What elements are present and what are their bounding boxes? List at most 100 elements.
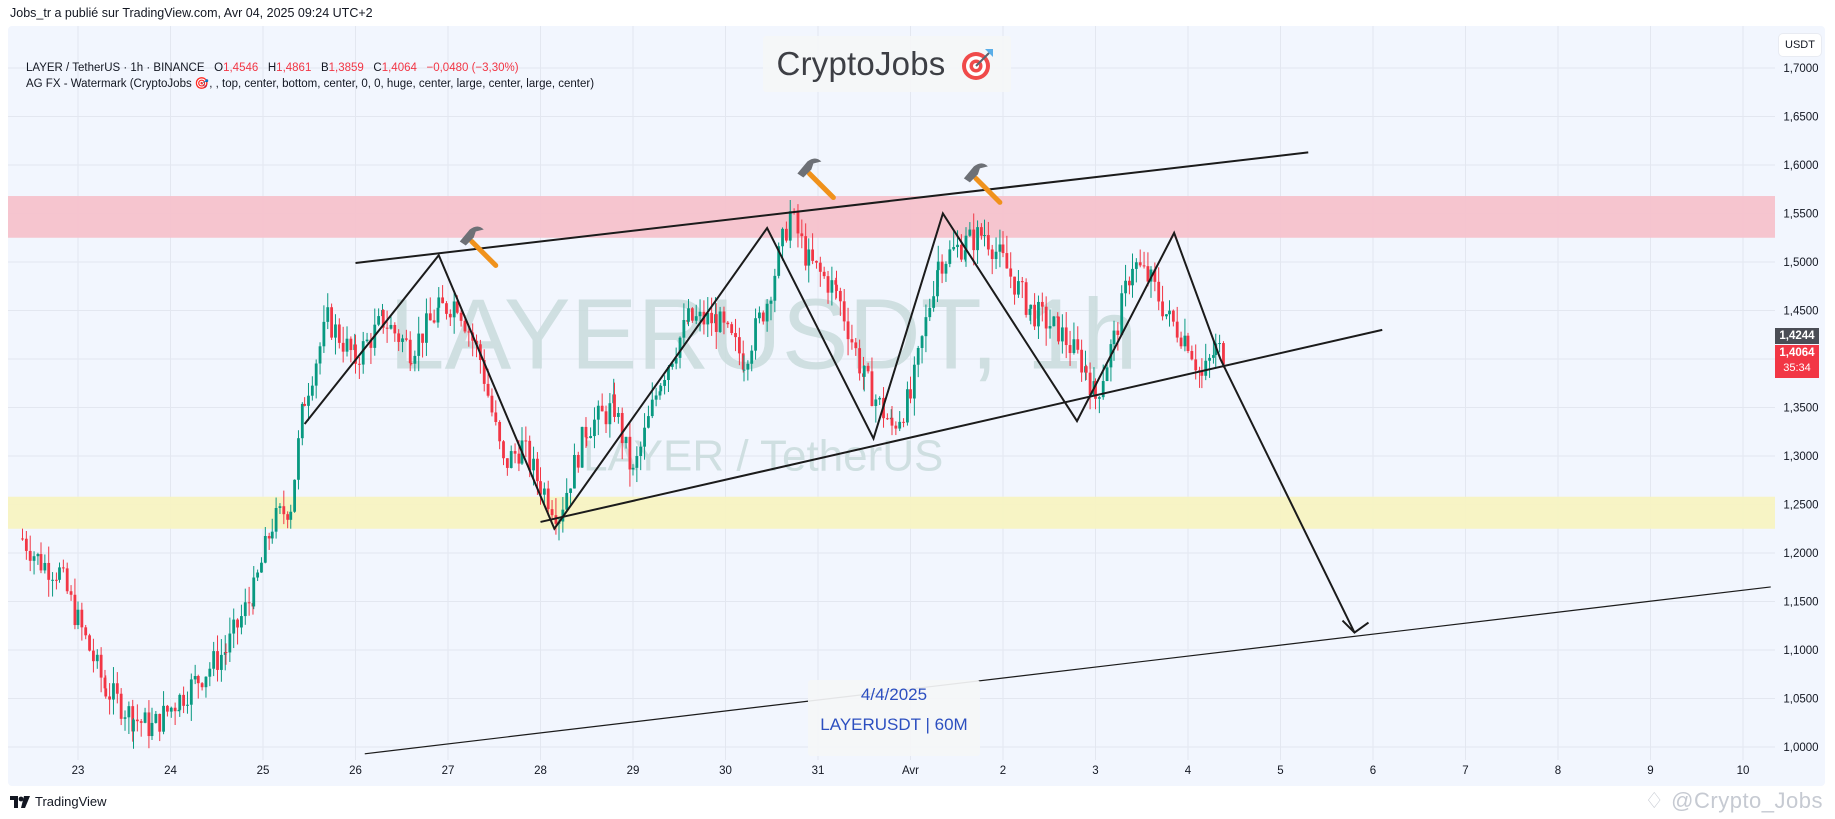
lower-channel-line[interactable] <box>540 328 1383 523</box>
candle-body <box>1024 282 1028 315</box>
candle-body <box>1168 310 1171 315</box>
candle-body <box>282 506 286 515</box>
time-axis-label[interactable]: 28 <box>534 765 547 777</box>
candle-body <box>1175 321 1179 338</box>
long-support-line[interactable] <box>364 586 1771 755</box>
candle-body <box>326 307 330 322</box>
time-axis-label[interactable]: 25 <box>257 765 270 777</box>
time-axis-label[interactable]: 8 <box>1555 765 1561 777</box>
candle-body <box>216 651 219 670</box>
time-axis-label[interactable]: 23 <box>72 765 85 777</box>
candle-body <box>1128 280 1131 286</box>
candle-body <box>902 421 905 423</box>
candle-body <box>243 602 247 617</box>
candle-body <box>631 467 635 470</box>
candle-body <box>554 515 558 524</box>
candle-body <box>722 311 726 323</box>
candle-body <box>1076 339 1080 350</box>
candle-body <box>906 389 909 423</box>
target-dart-icon <box>962 49 994 80</box>
candle-body <box>608 403 612 425</box>
time-axis-label[interactable]: 24 <box>164 765 177 777</box>
candle-body <box>1005 253 1009 269</box>
symbol-legend-row[interactable]: LAYER / TetherUS · 1h · BINANCE O1,4546 … <box>26 60 594 76</box>
candle-body <box>916 347 920 365</box>
candle-body <box>397 333 401 342</box>
candle-body <box>726 322 730 325</box>
low-label: B <box>320 62 329 74</box>
candle-body <box>593 419 596 437</box>
upper-channel-line[interactable] <box>355 151 1309 264</box>
candle-body <box>639 446 643 456</box>
candle-body <box>678 337 682 358</box>
candle-body <box>761 312 765 322</box>
candle-body <box>36 554 40 557</box>
candle-body <box>983 235 986 237</box>
tradingview-logo[interactable]: TradingView <box>10 794 107 809</box>
time-axis-label[interactable]: 3 <box>1092 765 1098 777</box>
candle-body <box>628 436 632 470</box>
time-axis-label[interactable]: Avr <box>902 765 919 777</box>
time-axis-label[interactable]: 30 <box>719 765 732 777</box>
symbol-info[interactable]: LAYER / TetherUS · 1h · BINANCE <box>26 62 205 74</box>
price-axis-label: 1,1000 <box>1783 645 1818 657</box>
resistance-zone[interactable] <box>8 196 1775 238</box>
candle-body <box>413 355 417 364</box>
candle-body <box>1020 281 1024 283</box>
candle-body <box>670 363 674 367</box>
hammer-icon[interactable] <box>459 226 499 268</box>
candle-body <box>944 263 948 274</box>
candle-body <box>870 371 874 406</box>
candle-body <box>28 550 32 561</box>
candle-body <box>490 395 494 413</box>
candle-body <box>115 683 119 694</box>
currency-button[interactable]: USDT <box>1779 34 1821 56</box>
time-axis-label[interactable]: 9 <box>1647 765 1653 777</box>
high-value: 1,4861 <box>276 62 312 74</box>
time-axis-label[interactable]: 27 <box>442 765 455 777</box>
candle-body <box>815 260 818 263</box>
price-chart[interactable]: LAYERUSDT, 1h LAYER / TetherUS 1,0000 1,050… <box>8 26 1825 786</box>
time-axis-label[interactable]: 10 <box>1737 765 1750 777</box>
candle-body <box>616 413 620 417</box>
candle-body <box>260 562 263 573</box>
chart-panel[interactable]: LAYERUSDT, 1h LAYER / TetherUS 1,0000 1,050… <box>8 26 1825 786</box>
time-axis-label[interactable]: 29 <box>627 765 640 777</box>
candle-body <box>1183 335 1187 347</box>
time-axis-label[interactable]: 6 <box>1370 765 1376 777</box>
candle-body <box>389 324 393 329</box>
indicator-legend-row[interactable]: AG FX - Watermark (CryptoJobs 🎯, , top, … <box>26 78 595 90</box>
candle-body <box>428 313 432 321</box>
open-value: 1,4546 <box>223 62 259 74</box>
support-zone[interactable] <box>8 496 1775 529</box>
time-axis-label[interactable]: 4 <box>1185 765 1192 777</box>
candle-body <box>878 397 882 400</box>
candle-body <box>1138 262 1142 266</box>
price-axis-label: 1,5500 <box>1783 209 1818 221</box>
candle-body <box>494 412 498 422</box>
zigzag-pattern[interactable] <box>303 211 1356 633</box>
candle-body <box>894 425 898 429</box>
candle-body <box>482 360 486 384</box>
time-axis-label[interactable]: 7 <box>1462 765 1468 777</box>
candle-body <box>99 654 103 678</box>
candle-body <box>1116 330 1120 335</box>
time-axis-label[interactable]: 26 <box>349 765 362 777</box>
hammer-icon[interactable] <box>963 163 1003 205</box>
author-handle-watermark: ♢ @Crypto_Jobs <box>1644 788 1823 813</box>
candle-body <box>408 339 412 364</box>
time-axis-label[interactable]: 31 <box>812 765 825 777</box>
candle-body <box>322 321 326 347</box>
candle-body <box>585 437 589 439</box>
candle-body <box>750 350 754 364</box>
candle-body <box>781 228 784 247</box>
hammer-icon[interactable] <box>797 158 836 201</box>
candle-body <box>365 339 369 342</box>
candle-body <box>467 331 471 333</box>
candle-body <box>1171 310 1175 322</box>
watermark-description-text: LAYER / TetherUS <box>583 432 943 481</box>
time-axis-label[interactable]: 5 <box>1277 765 1283 777</box>
candle-body <box>834 280 838 285</box>
time-axis-label[interactable]: 2 <box>1000 765 1006 777</box>
candle-body <box>437 297 441 308</box>
